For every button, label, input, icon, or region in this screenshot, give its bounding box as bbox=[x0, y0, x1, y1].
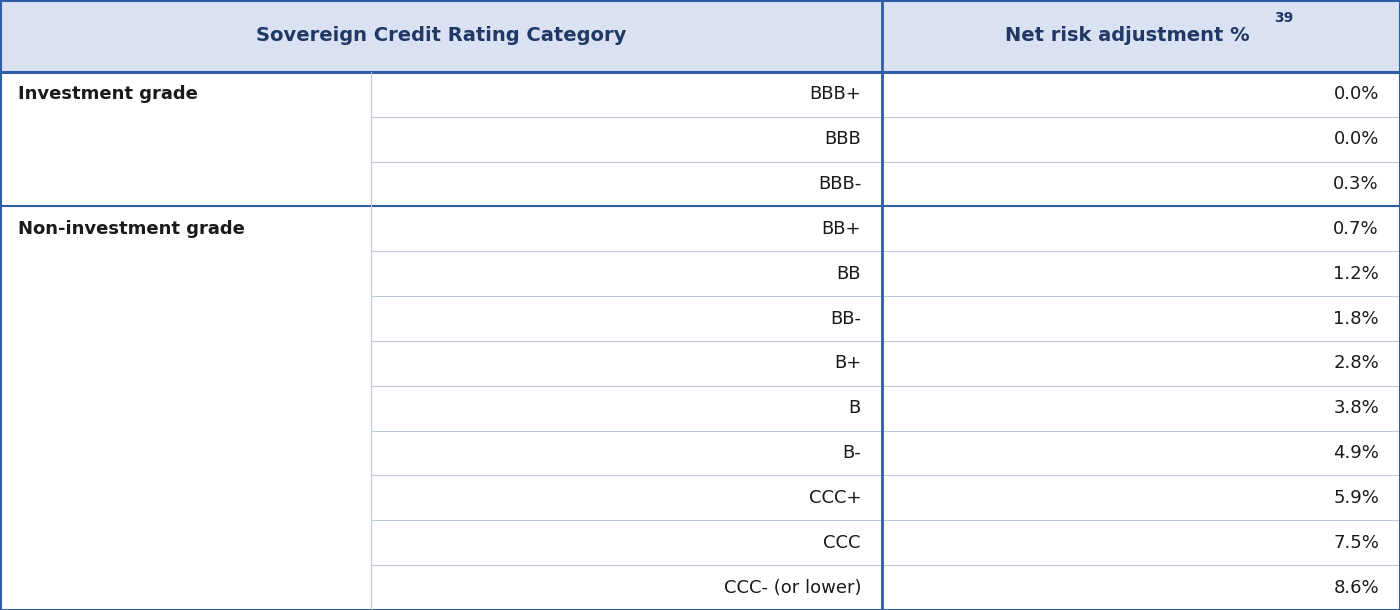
Text: 2.8%: 2.8% bbox=[1333, 354, 1379, 373]
Text: 8.6%: 8.6% bbox=[1333, 578, 1379, 597]
Text: 1.2%: 1.2% bbox=[1333, 265, 1379, 283]
Text: B-: B- bbox=[843, 444, 861, 462]
Text: Sovereign Credit Rating Category: Sovereign Credit Rating Category bbox=[256, 26, 626, 46]
Text: 4.9%: 4.9% bbox=[1333, 444, 1379, 462]
Text: CCC+: CCC+ bbox=[809, 489, 861, 507]
Text: 3.8%: 3.8% bbox=[1333, 399, 1379, 417]
Text: 0.3%: 0.3% bbox=[1333, 175, 1379, 193]
Text: Non-investment grade: Non-investment grade bbox=[18, 220, 245, 238]
Text: 39: 39 bbox=[1274, 11, 1294, 24]
Text: Net risk adjustment %: Net risk adjustment % bbox=[1005, 26, 1249, 46]
Text: BBB+: BBB+ bbox=[809, 85, 861, 104]
Text: 7.5%: 7.5% bbox=[1333, 534, 1379, 552]
Text: BBB-: BBB- bbox=[818, 175, 861, 193]
Text: BB-: BB- bbox=[830, 309, 861, 328]
Text: 5.9%: 5.9% bbox=[1333, 489, 1379, 507]
Text: BB: BB bbox=[837, 265, 861, 283]
Bar bbox=[0, 0, 1400, 72]
Text: 0.0%: 0.0% bbox=[1334, 130, 1379, 148]
Text: CCC- (or lower): CCC- (or lower) bbox=[724, 578, 861, 597]
Text: Investment grade: Investment grade bbox=[18, 85, 197, 104]
Text: B+: B+ bbox=[834, 354, 861, 373]
Text: 1.8%: 1.8% bbox=[1333, 309, 1379, 328]
Text: BB+: BB+ bbox=[822, 220, 861, 238]
Text: B: B bbox=[848, 399, 861, 417]
Text: 0.0%: 0.0% bbox=[1334, 85, 1379, 104]
Bar bbox=[0, 72, 1400, 610]
Text: 0.7%: 0.7% bbox=[1333, 220, 1379, 238]
Text: BBB: BBB bbox=[825, 130, 861, 148]
Text: CCC: CCC bbox=[823, 534, 861, 552]
